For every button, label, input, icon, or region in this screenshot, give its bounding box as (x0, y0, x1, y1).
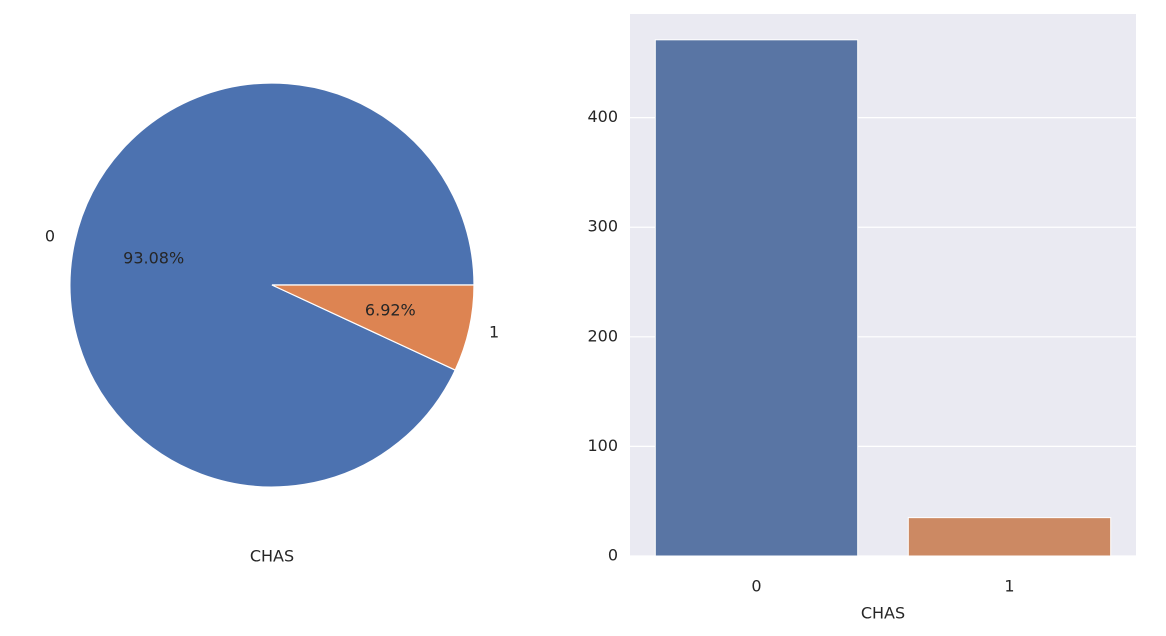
y-tick-label: 400 (587, 107, 618, 126)
pie-wedge (271, 284, 475, 371)
pie-category-label: 0 (45, 227, 55, 246)
pie-value-label: 93.08% (123, 248, 184, 267)
x-tick-label: 1 (1004, 577, 1014, 596)
y-tick-label: 200 (587, 326, 618, 345)
x-axis-label: CHAS (250, 547, 294, 566)
y-tick-label: 0 (608, 546, 618, 565)
y-tick-label: 300 (587, 217, 618, 236)
pie-value-label: 6.92% (365, 301, 416, 320)
x-axis-label: CHAS (861, 604, 905, 623)
bar (654, 39, 859, 557)
y-tick-label: 100 (587, 436, 618, 455)
bar (907, 517, 1112, 557)
pie-category-label: 1 (489, 322, 499, 341)
x-tick-label: 0 (751, 577, 761, 596)
